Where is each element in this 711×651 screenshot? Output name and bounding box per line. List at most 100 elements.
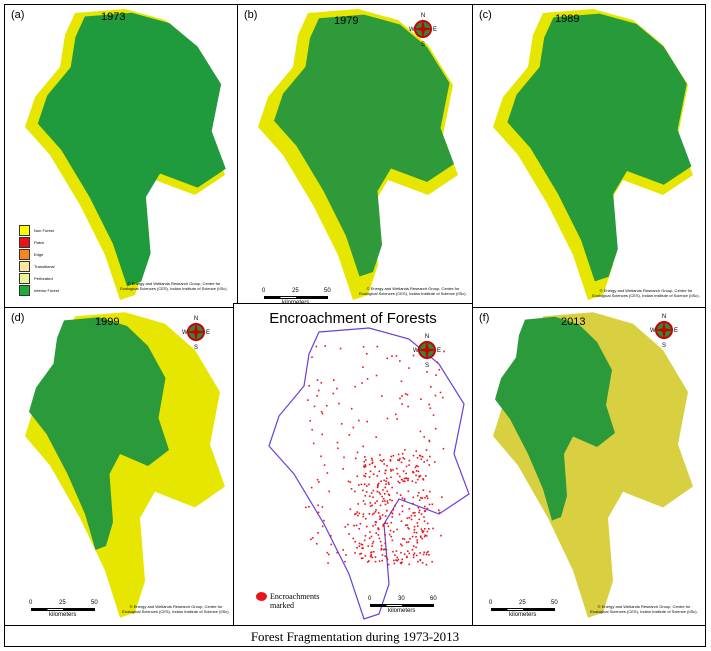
encroachment-mark <box>411 548 414 551</box>
encroachment-mark <box>418 518 421 521</box>
encroachment-mark <box>350 487 353 490</box>
encroachment-mark <box>419 559 422 561</box>
encroachment-mark <box>394 413 397 416</box>
encroachment-mark <box>434 394 437 397</box>
encroachment-mark <box>412 471 415 474</box>
encroachment-mark <box>392 508 395 511</box>
encroachment-mark <box>419 535 422 538</box>
encroachment-mark <box>363 466 366 468</box>
encroachment-mark <box>435 374 437 376</box>
encroachment-mark <box>425 553 428 556</box>
encroachment-mark <box>401 510 404 513</box>
encroachment-mark <box>415 481 417 484</box>
encroachment-mark <box>428 503 431 506</box>
encroachment-mark <box>419 430 422 433</box>
svg-text:N: N <box>421 13 425 19</box>
north-arrow-compass-icon: N S W E <box>649 312 679 349</box>
encroachment-mark <box>368 476 371 478</box>
svg-text:W: W <box>413 348 419 354</box>
encroachment-mark <box>336 387 338 390</box>
encroachment-mark <box>317 389 320 392</box>
encroachment-mark <box>386 500 389 502</box>
encroachment-mark <box>410 518 413 521</box>
svg-text:S: S <box>421 42 425 47</box>
encroachment-mark <box>375 521 378 524</box>
encroachment-mark <box>343 456 345 459</box>
svg-text:N: N <box>194 316 198 322</box>
encroachment-mark <box>357 503 359 505</box>
svg-text:W: W <box>409 27 415 33</box>
encroachment-mark <box>323 464 326 466</box>
credit-text: © Energy and Wetlands Research Group, Ce… <box>590 604 698 614</box>
encroachment-mark <box>415 450 418 452</box>
encroachment-mark <box>326 551 329 554</box>
encroachment-mark <box>417 470 420 473</box>
credit-text: © Energy and Wetlands Research Group, Ce… <box>120 281 228 291</box>
encroachment-mark <box>364 465 367 468</box>
encroachment-mark <box>414 514 416 517</box>
encroachment-mark <box>316 379 319 381</box>
encroachment-mark <box>372 496 374 499</box>
encroachment-mark <box>381 500 384 503</box>
encroachment-mark <box>406 555 408 558</box>
encroachment-mark <box>324 345 327 347</box>
encroachment-mark <box>362 366 364 369</box>
encroachment-mark <box>309 420 312 422</box>
encroachment-mark <box>397 453 400 456</box>
encroachment-mark <box>382 523 385 526</box>
encroachment-mark <box>408 508 411 510</box>
encroachment-mark <box>359 553 361 555</box>
encroachment-mark <box>424 475 427 477</box>
encroachment-mark <box>381 395 383 397</box>
encroachment-mark <box>420 536 422 539</box>
encroachment-mark <box>356 475 359 478</box>
encroachment-mark <box>442 447 445 450</box>
encroachment-mark <box>364 456 366 458</box>
encroachment-mark <box>382 548 385 551</box>
encroachment-mark <box>327 562 329 564</box>
encroachment-mark <box>374 511 377 513</box>
encroachment-mark <box>426 371 428 373</box>
encroachment-mark <box>395 559 397 561</box>
encroachment-mark <box>420 458 423 461</box>
encroachment-mark <box>328 490 331 493</box>
encroachment-mark <box>384 515 387 517</box>
encroachment-mark <box>379 454 381 456</box>
encroachment-mark <box>425 449 428 451</box>
encroachment-mark <box>358 484 360 486</box>
encroachment-mark <box>376 500 378 502</box>
encroachment-mark <box>409 537 411 540</box>
encroachment-mark <box>391 516 394 518</box>
fragmentation-map-1999 <box>25 312 225 618</box>
encroachment-mark <box>362 513 365 515</box>
encroachment-mark <box>408 459 411 462</box>
encroachment-mark <box>441 496 443 498</box>
svg-text:S: S <box>425 363 429 368</box>
encroachment-mark <box>369 505 372 507</box>
encroachment-mark <box>321 433 324 436</box>
encroachment-mark <box>426 507 429 510</box>
encroachment-mark <box>384 534 386 536</box>
encroachment-mark <box>366 420 369 423</box>
encroachment-mark <box>320 410 323 413</box>
encroachment-mark <box>426 551 428 554</box>
encroachment-mark <box>399 397 401 400</box>
encroachment-mark <box>317 504 319 507</box>
svg-text:E: E <box>206 330 210 336</box>
encroachment-mark <box>377 527 379 529</box>
scale-bar: 0 30 60 kilometers <box>368 596 437 614</box>
encroachment-mark <box>338 402 340 405</box>
encroachment-mark <box>370 492 373 494</box>
encroachment-mark <box>416 456 419 459</box>
encroachment-mark <box>380 480 382 483</box>
encroachment-mark <box>372 550 375 553</box>
encroachment-mark <box>360 483 363 486</box>
encroachment-mark <box>429 407 432 409</box>
encroachment-mark <box>385 509 388 512</box>
panel-2013: (f) 2013 N S W E 0 25 50 kilometers © Energy … <box>472 307 706 626</box>
encroachment-mark <box>320 455 322 458</box>
encroachment-mark <box>336 441 339 444</box>
encroachment-mark <box>385 549 388 551</box>
encroachment-mark <box>358 419 360 422</box>
